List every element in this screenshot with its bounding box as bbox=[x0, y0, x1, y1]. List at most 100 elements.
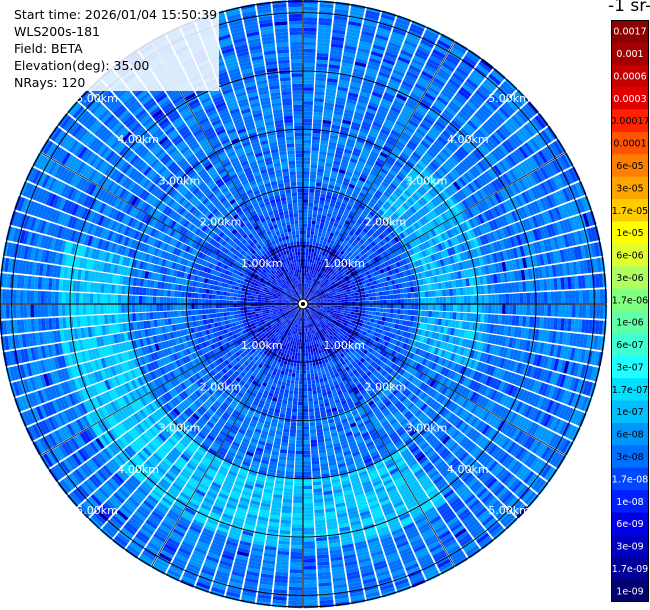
ray-gate-cell bbox=[313, 238, 317, 243]
ray-gate-cell bbox=[437, 234, 444, 243]
ray-gate-cell bbox=[441, 319, 446, 326]
ray-gate-cell bbox=[383, 335, 388, 341]
ray-gate-cell bbox=[396, 294, 401, 299]
ray-gate-cell bbox=[512, 235, 519, 247]
ray-gate-cell bbox=[392, 284, 397, 290]
ray-gate-cell bbox=[372, 296, 377, 301]
ray-gate-cell bbox=[318, 273, 322, 278]
ray-gate-cell bbox=[362, 228, 369, 234]
ray-gate-cell bbox=[361, 84, 373, 91]
ray-gate-cell bbox=[319, 225, 324, 230]
ray-gate-cell bbox=[376, 296, 380, 300]
ray-gate-cell bbox=[505, 225, 513, 237]
ray-gate-cell bbox=[542, 369, 550, 383]
ray-gate-cell bbox=[468, 322, 474, 331]
ray-gate-cell bbox=[308, 297, 312, 300]
ray-gate-cell bbox=[317, 276, 321, 281]
ray-gate-cell bbox=[304, 272, 307, 277]
ray-gate-cell bbox=[406, 243, 412, 250]
ray-gate-cell bbox=[354, 186, 362, 192]
ray-gate-cell bbox=[322, 310, 327, 313]
ray-gate-cell bbox=[386, 276, 391, 282]
ray-gate-cell bbox=[443, 109, 455, 119]
ray-gate-cell bbox=[538, 150, 548, 164]
ray-gate-cell bbox=[344, 174, 352, 180]
ray-gate-cell bbox=[355, 298, 359, 302]
ray-gate-cell bbox=[342, 55, 355, 61]
ray-gate-cell bbox=[359, 128, 369, 135]
ray-gate-cell bbox=[330, 217, 336, 223]
ray-gate-cell bbox=[515, 222, 523, 234]
ray-gate-cell bbox=[312, 217, 317, 222]
ray-gate-cell bbox=[476, 236, 483, 247]
ray-gate-cell bbox=[334, 300, 338, 303]
ray-gate-cell bbox=[303, 223, 307, 228]
ray-gate-cell bbox=[482, 275, 488, 285]
ray-gate-cell bbox=[451, 336, 457, 345]
ray-gate-cell bbox=[389, 327, 395, 333]
ray-gate-cell bbox=[504, 139, 515, 152]
ray-gate-cell bbox=[377, 108, 388, 116]
ray-gate-cell bbox=[331, 281, 336, 285]
ray-gate-cell bbox=[493, 148, 504, 160]
ray-gate-cell bbox=[328, 314, 333, 317]
ray-gate-cell bbox=[373, 223, 380, 230]
ray-gate-cell bbox=[391, 72, 404, 81]
ray-gate-cell bbox=[316, 304, 321, 306]
ray-gate-cell bbox=[341, 297, 345, 300]
ray-gate-cell bbox=[356, 54, 369, 61]
ray-gate-cell bbox=[508, 224, 516, 236]
ray-gate-cell bbox=[430, 354, 437, 362]
ray-gate-cell bbox=[309, 305, 314, 308]
ray-gate-cell bbox=[501, 104, 513, 117]
ray-gate-cell bbox=[389, 313, 394, 318]
ray-gate-cell bbox=[303, 48, 316, 53]
ray-gate-cell bbox=[337, 90, 348, 96]
ray-gate-cell bbox=[550, 304, 555, 317]
ray-gate-cell bbox=[427, 86, 440, 96]
ray-gate-cell bbox=[306, 331, 308, 336]
ray-gate-cell bbox=[312, 256, 316, 261]
ray-gate-cell bbox=[303, 27, 317, 32]
ray-gate-cell bbox=[384, 271, 390, 277]
ray-gate-cell bbox=[498, 262, 504, 273]
ray-gate-cell bbox=[414, 52, 428, 61]
ray-gate-cell bbox=[476, 247, 482, 257]
ray-gate-cell bbox=[311, 157, 318, 162]
ray-gate-cell bbox=[449, 296, 454, 304]
ray-gate-cell bbox=[532, 341, 538, 353]
ray-gate-cell bbox=[322, 119, 332, 125]
ray-gate-cell bbox=[463, 55, 477, 66]
ray-gate-cell bbox=[588, 319, 593, 334]
ray-gate-cell bbox=[446, 360, 453, 369]
ray-gate-cell bbox=[399, 314, 404, 320]
ray-gate-cell bbox=[319, 297, 324, 300]
ray-gate-cell bbox=[384, 281, 389, 287]
ray-gate-cell bbox=[557, 205, 566, 219]
ray-gate-cell bbox=[545, 163, 555, 177]
ray-gate-cell bbox=[315, 224, 320, 229]
ray-gate-cell bbox=[308, 296, 311, 300]
ray-gate-cell bbox=[360, 255, 366, 261]
ray-gate-cell bbox=[470, 313, 474, 322]
ray-gate-cell bbox=[376, 236, 382, 243]
ray-gate-cell bbox=[397, 335, 403, 342]
ray-gate-cell bbox=[445, 335, 450, 343]
ray-gate-cell bbox=[341, 184, 348, 190]
ray-gate-cell bbox=[396, 289, 401, 294]
ray-gate-cell bbox=[364, 74, 376, 81]
ray-gate-cell bbox=[418, 77, 430, 86]
ray-gate-cell bbox=[555, 174, 565, 188]
ray-gate-cell bbox=[349, 210, 356, 216]
ray-gate-cell bbox=[327, 288, 331, 292]
ray-gate-cell bbox=[369, 98, 380, 105]
ray-gate-cell bbox=[388, 79, 401, 87]
ray-gate-cell bbox=[415, 237, 422, 245]
ray-gate-cell bbox=[334, 305, 338, 308]
ray-gate-cell bbox=[482, 199, 490, 210]
ray-gate-cell bbox=[322, 295, 327, 298]
ray-gate-cell bbox=[586, 334, 592, 349]
ray-gate-cell bbox=[424, 180, 433, 189]
ray-gate-cell bbox=[306, 230, 311, 235]
ray-gate-cell bbox=[485, 222, 493, 232]
